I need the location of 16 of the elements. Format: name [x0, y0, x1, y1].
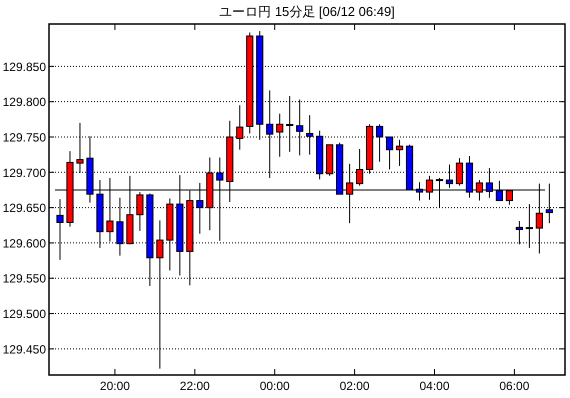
y-tick-label: 129.800	[2, 95, 46, 110]
x-tick-label: 20:00	[100, 379, 130, 393]
y-tick-label: 129.600	[2, 236, 46, 250]
x-tick-label: 06:00	[499, 379, 530, 393]
y-tick-label: 129.650	[2, 201, 46, 216]
x-tick-label: 04:00	[419, 379, 450, 393]
chart-title: ユーロ円 15分足 [06/12 06:49]	[219, 4, 395, 19]
y-tick-label: 129.550	[2, 272, 46, 286]
x-tick-label: 22:00	[180, 379, 210, 393]
y-tick-label: 129.750	[2, 130, 46, 144]
x-tick-label: 00:00	[260, 379, 290, 393]
y-tick-label: 129.500	[2, 307, 46, 322]
y-tick-label: 129.450	[2, 342, 46, 356]
y-tick-label: 129.850	[2, 60, 46, 74]
y-tick-label: 129.700	[2, 166, 46, 180]
x-tick-label: 02:00	[340, 379, 370, 393]
